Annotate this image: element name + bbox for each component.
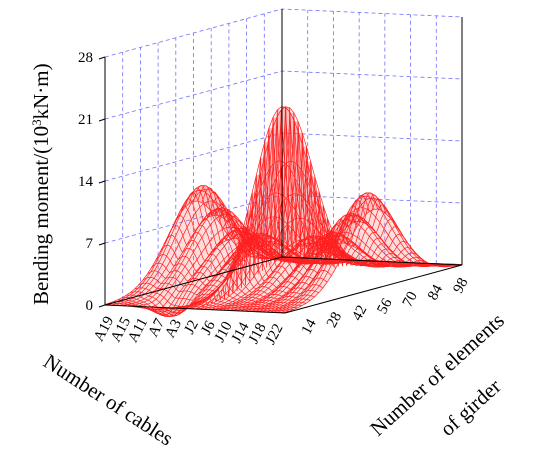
surface-mesh-line-element [251, 231, 429, 312]
surface-mesh-line-element [266, 221, 444, 313]
z-tick-mark [98, 242, 106, 246]
z-tick-mark [98, 304, 106, 308]
z-gridline [104, 8, 463, 58]
surface-mesh [104, 106, 463, 318]
surface-mesh-line-element [284, 208, 463, 313]
z-tick-mark [98, 180, 106, 184]
z-axis-title: Bending moment/(103kN·m) [29, 63, 54, 305]
surface-mesh-line-element [112, 185, 290, 306]
z-tick-mark [98, 56, 106, 60]
surface-mesh-line-element [229, 251, 407, 311]
axis-edge [104, 256, 283, 306]
surface-mesh-line-element [237, 235, 415, 311]
surface-mesh-line-element [259, 213, 437, 312]
z-tick-label: 14 [78, 174, 94, 190]
surface-mesh-line-element [200, 161, 378, 309]
element-tick-label: 42 [349, 303, 370, 324]
axis-edge [104, 304, 286, 314]
z-tick-mark [98, 118, 106, 122]
element-tick-label: 70 [400, 289, 421, 310]
surface-mesh-line-element [215, 242, 393, 311]
cable-tick-label: A7 [145, 316, 168, 340]
cable-tick-label: J2 [182, 318, 202, 337]
x-axis-title: Number of cables [39, 349, 177, 450]
axis-edge [284, 264, 463, 314]
surface-mesh-line-element [248, 242, 426, 312]
z-tick-label: 28 [78, 50, 93, 66]
surface-mesh-line-element [104, 200, 283, 305]
element-tick-label: 84 [425, 282, 446, 303]
surface-mesh-line-element [141, 237, 319, 314]
z-tick-label: 0 [86, 298, 94, 314]
element-tick-label: 14 [299, 316, 320, 337]
cable-tick-label: A3 [162, 317, 185, 341]
surface-mesh-line-element [108, 190, 286, 306]
element-tick-label: 56 [374, 296, 395, 317]
surface-mesh-line-element [181, 216, 360, 309]
z-tick-label: 7 [86, 236, 94, 252]
element-tick-label: 98 [450, 275, 471, 296]
element-tick-label: 28 [324, 310, 345, 331]
y-axis-title-line2: of girder [435, 374, 505, 441]
surface-mesh-line-element [244, 234, 422, 312]
surface-mesh-line-element [134, 213, 312, 308]
axis-edge [281, 256, 463, 266]
z-tick-label: 21 [78, 112, 93, 128]
cable-tick-label: J22 [263, 321, 287, 347]
